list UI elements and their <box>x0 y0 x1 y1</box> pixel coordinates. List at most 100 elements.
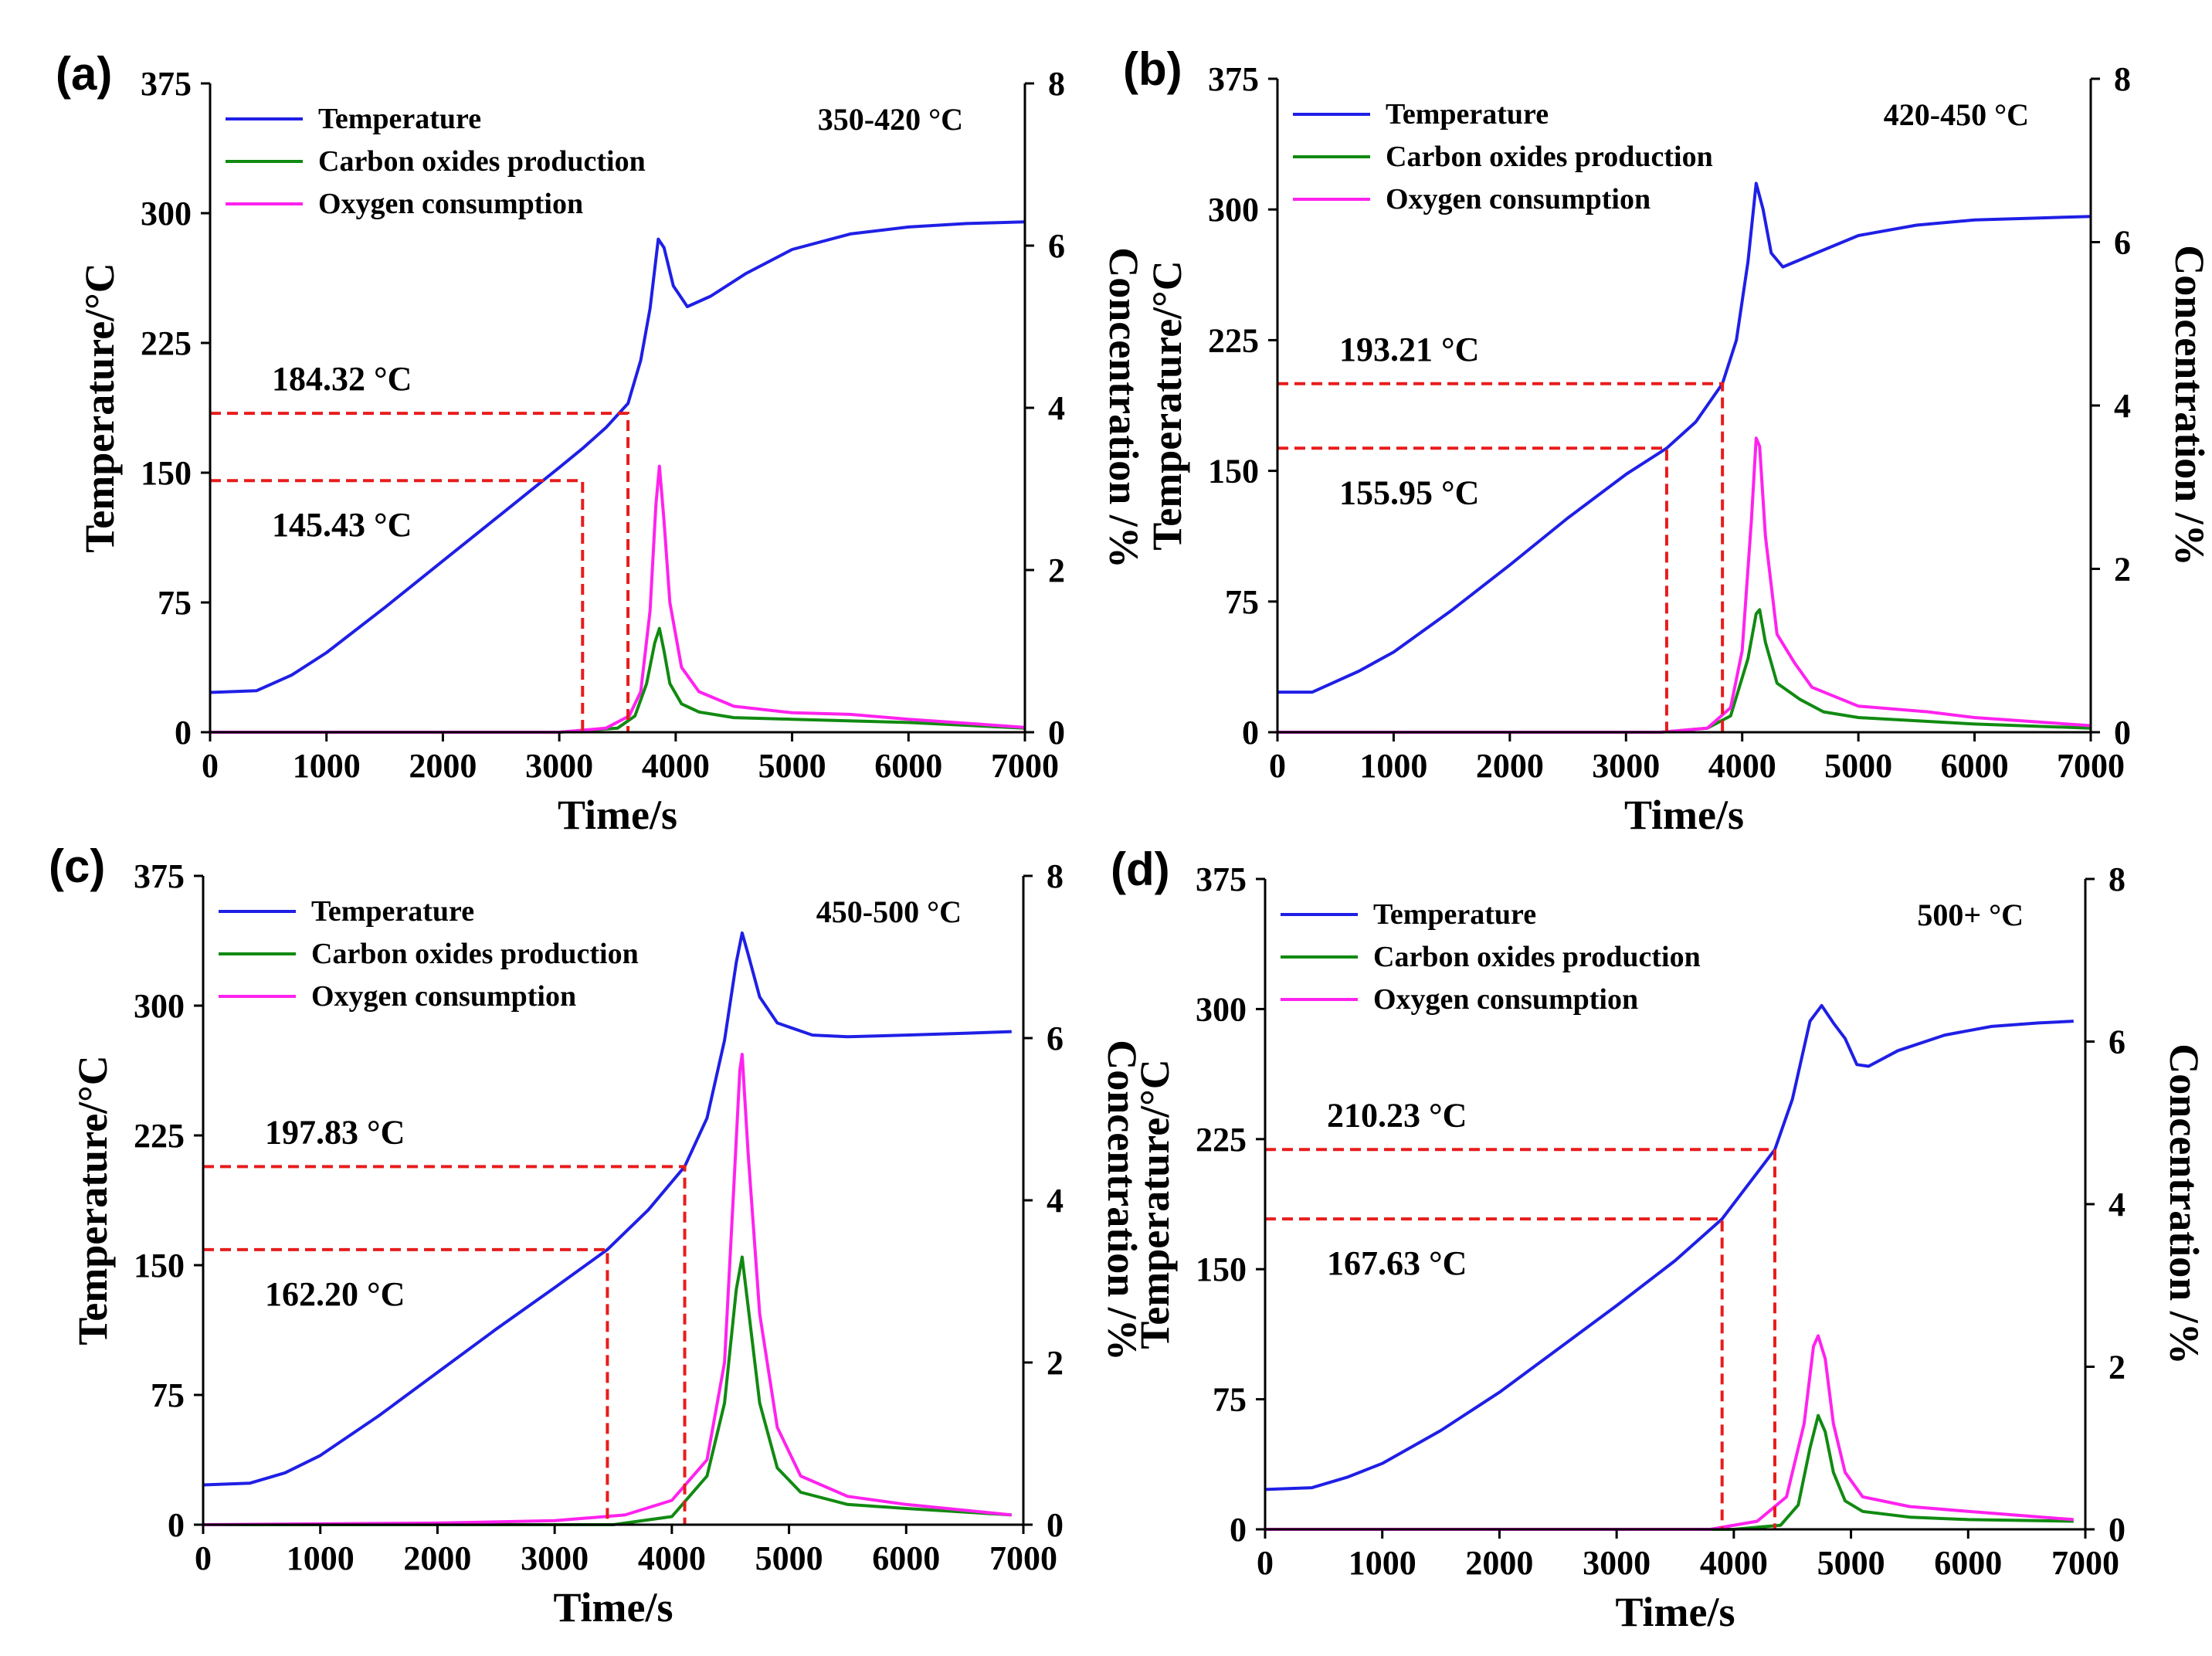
series-line-carbon-oxides-production <box>1265 1413 2074 1531</box>
legend-label: Oxygen consumption <box>311 980 576 1013</box>
legend-label: Temperature <box>1386 98 1549 131</box>
x-tick-label: 2000 <box>409 747 477 785</box>
panel-label: (b) <box>1123 43 1182 95</box>
series-line-temperature <box>1277 182 2092 694</box>
guide-line-1 <box>203 1165 687 1525</box>
x-tick-label: 4000 <box>1700 1544 1768 1582</box>
y-right-tick-label: 0 <box>1047 1506 1064 1544</box>
annotation-label: 210.23 °C <box>1327 1096 1467 1134</box>
annotation-label: 162.20 °C <box>265 1275 405 1313</box>
annotation-label: 145.43 °C <box>272 506 412 544</box>
legend: Temperature Carbon oxides production Oxyge… <box>1293 98 1713 215</box>
y-right-tick-label: 6 <box>2114 224 2131 262</box>
series-line-temperature <box>202 931 1012 1487</box>
y-left-tick-label: 300 <box>134 987 185 1025</box>
guide-line-1 <box>210 412 630 732</box>
series-line-carbon-oxides-production <box>1277 608 2092 734</box>
y-right-tick-label: 4 <box>2109 1186 2125 1223</box>
temperature-range-label: 500+ °C <box>1917 898 2024 932</box>
y-right-tick-label: 8 <box>1047 857 1064 895</box>
series-line-carbon-oxides-production <box>203 1255 1012 1526</box>
guide-line-2 <box>210 479 585 732</box>
y-left-tick-label: 150 <box>1196 1250 1247 1288</box>
x-tick-label: 0 <box>1257 1544 1274 1582</box>
x-tick-label: 1000 <box>287 1539 355 1577</box>
y-left-tick-label: 375 <box>1196 860 1247 898</box>
y-right-tick-label: 4 <box>1048 389 1065 427</box>
temperature-range-label: 420-450 °C <box>1884 97 2029 132</box>
y-left-tick-label: 0 <box>1242 714 1259 752</box>
annotation-label: 193.21 °C <box>1339 331 1479 368</box>
y-left-tick-label: 300 <box>1208 191 1259 229</box>
y-left-axis-title: Temperature/°C <box>1131 1059 1178 1349</box>
x-tick-label: 7000 <box>2057 747 2125 785</box>
x-tick-label: 2000 <box>403 1539 471 1577</box>
y-right-tick-label: 0 <box>2114 714 2131 752</box>
series-line-oxygen-consumption <box>1265 1334 2074 1531</box>
annotation-label: 184.32 °C <box>272 360 412 398</box>
y-right-tick-label: 8 <box>2109 860 2125 898</box>
x-axis-title: Time/s <box>1624 792 1744 838</box>
legend-label: Carbon oxides production <box>311 938 639 970</box>
guide-line-1 <box>1277 382 1725 732</box>
legend-label: Oxygen consumption <box>318 188 583 220</box>
x-tick-label: 7000 <box>991 747 1059 785</box>
y-right-tick-label: 6 <box>1047 1020 1064 1057</box>
x-tick-label: 4000 <box>1708 747 1776 785</box>
y-left-axis-title: Temperature/°C <box>70 1055 116 1346</box>
y-right-axis-title: Concentration /% <box>2161 1043 2207 1364</box>
series-line-oxygen-consumption <box>210 464 1026 734</box>
x-axis-title: Time/s <box>558 792 677 838</box>
y-right-tick-label: 2 <box>2109 1349 2125 1386</box>
legend-label: Oxygen consumption <box>1373 983 1638 1016</box>
y-left-tick-label: 150 <box>141 454 192 492</box>
y-left-tick-label: 75 <box>151 1376 185 1414</box>
x-tick-label: 0 <box>202 747 219 785</box>
panel-label: (a) <box>56 48 112 100</box>
y-left-tick-label: 0 <box>175 714 192 752</box>
y-right-tick-label: 0 <box>2109 1511 2125 1549</box>
y-left-tick-label: 75 <box>1213 1381 1247 1419</box>
x-tick-label: 1000 <box>1359 747 1427 785</box>
y-left-tick-label: 300 <box>1196 990 1247 1028</box>
x-tick-label: 6000 <box>1934 1544 2002 1582</box>
y-right-tick-label: 8 <box>1048 65 1065 103</box>
x-tick-label: 3000 <box>1592 747 1660 785</box>
y-right-tick-label: 4 <box>1047 1182 1064 1220</box>
y-right-axis-title: Concentration /% <box>2166 245 2212 565</box>
y-right-tick-label: 2 <box>1048 551 1065 589</box>
guide-line-1 <box>1265 1148 1776 1529</box>
annotation-label: 197.83 °C <box>265 1113 405 1151</box>
y-right-tick-label: 8 <box>2114 60 2131 98</box>
x-tick-label: 4000 <box>638 1539 706 1577</box>
y-right-tick-label: 6 <box>1048 227 1065 265</box>
legend-label: Temperature <box>311 895 474 928</box>
y-left-tick-label: 375 <box>1208 60 1259 98</box>
legend: Temperature Carbon oxides production Oxyge… <box>219 895 639 1013</box>
y-right-tick-label: 0 <box>1048 714 1065 752</box>
x-tick-label: 3000 <box>1583 1544 1651 1582</box>
legend-label: Carbon oxides production <box>318 145 646 178</box>
x-tick-label: 6000 <box>874 747 942 785</box>
legend-label: Carbon oxides production <box>1386 141 1713 173</box>
x-tick-label: 6000 <box>1941 747 2009 785</box>
legend: Temperature Carbon oxides production Oxyge… <box>226 103 646 220</box>
x-tick-label: 6000 <box>872 1539 940 1577</box>
legend-label: Oxygen consumption <box>1386 183 1651 215</box>
series-line-carbon-oxides-production <box>210 626 1026 734</box>
panel-label: (c) <box>49 840 105 892</box>
x-tick-label: 5000 <box>755 1539 823 1577</box>
series-line-temperature <box>1264 1003 2074 1491</box>
guide-line-2 <box>203 1247 609 1525</box>
x-tick-label: 7000 <box>2051 1544 2119 1582</box>
y-left-tick-label: 150 <box>134 1247 185 1284</box>
y-left-tick-label: 300 <box>141 195 192 232</box>
y-left-tick-label: 225 <box>1208 321 1259 359</box>
y-right-axis-title: Concentration /% <box>1101 247 1147 568</box>
legend-label: Temperature <box>1373 898 1536 931</box>
